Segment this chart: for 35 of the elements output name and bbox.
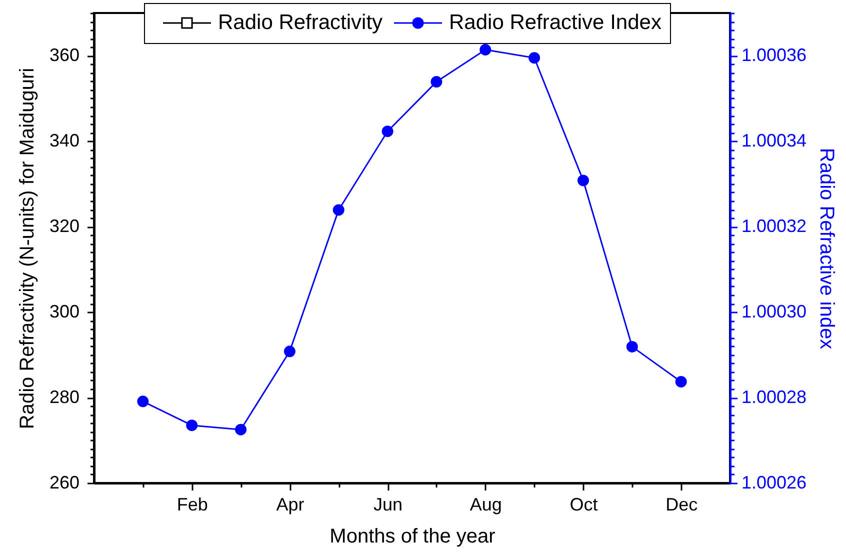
point [480,44,492,56]
x-tick-label: Apr [276,494,304,514]
point [186,420,198,432]
x-tick-label: Dec [666,494,698,514]
x-tick-label: Jun [374,494,403,514]
y2-tick-label: 1.00034 [742,130,807,151]
y-tick-label: 360 [49,45,80,66]
point [137,396,149,408]
y2-tick-label: 1.00028 [742,387,807,408]
y-axis-title: Radio Refractivity (N-units) for Maiduguri [16,68,38,430]
point [332,204,344,216]
x-tick-label: Aug [470,494,502,514]
y-tick-label: 280 [49,387,80,408]
legend-label: Radio Refractive Index [449,11,662,34]
point [284,346,296,358]
y-tick-label: 260 [49,472,80,492]
legend-label: Radio Refractivity [218,11,384,34]
y2-tick-label: 1.00026 [742,472,807,492]
y2-axis-title: Radio Refractive index [816,148,838,350]
point [577,174,589,186]
point [675,376,687,388]
point [235,424,247,436]
y2-tick-label: 1.00036 [742,45,807,66]
x-tick-label: Feb [176,494,208,514]
y-tick-label: 300 [49,302,80,322]
y-tick-label: 340 [49,130,80,151]
y2-tick-label: 1.00032 [742,216,807,236]
point [382,126,394,138]
y2-tick-label: 1.00030 [742,302,807,322]
point [430,76,442,88]
point [528,52,540,64]
point [626,340,638,352]
x-tick-label: Oct [570,494,598,514]
x-axis-title: Months of the year [330,526,496,548]
y-tick-label: 320 [49,216,80,236]
